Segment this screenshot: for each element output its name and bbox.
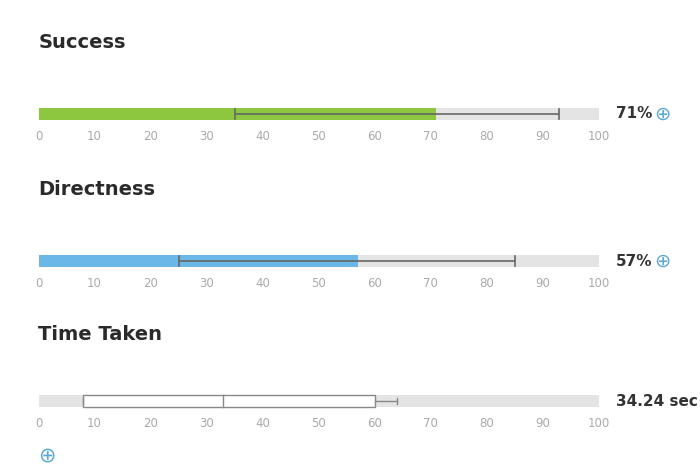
Bar bbox=[38, 255, 598, 267]
Text: ⊕: ⊕ bbox=[38, 446, 56, 465]
Text: Directness: Directness bbox=[38, 180, 155, 199]
Bar bbox=[38, 108, 436, 120]
Bar bbox=[38, 395, 598, 407]
Text: 71%: 71% bbox=[616, 106, 652, 121]
Text: ⊕: ⊕ bbox=[654, 105, 671, 123]
Text: ⊕: ⊕ bbox=[654, 252, 671, 270]
Bar bbox=[38, 108, 598, 120]
Bar bbox=[38, 255, 358, 267]
Text: 34.24 sec: 34.24 sec bbox=[616, 394, 698, 409]
Text: Success: Success bbox=[38, 33, 126, 52]
Text: Time Taken: Time Taken bbox=[38, 325, 162, 344]
Text: 57%: 57% bbox=[616, 254, 652, 269]
Bar bbox=[83, 395, 375, 407]
